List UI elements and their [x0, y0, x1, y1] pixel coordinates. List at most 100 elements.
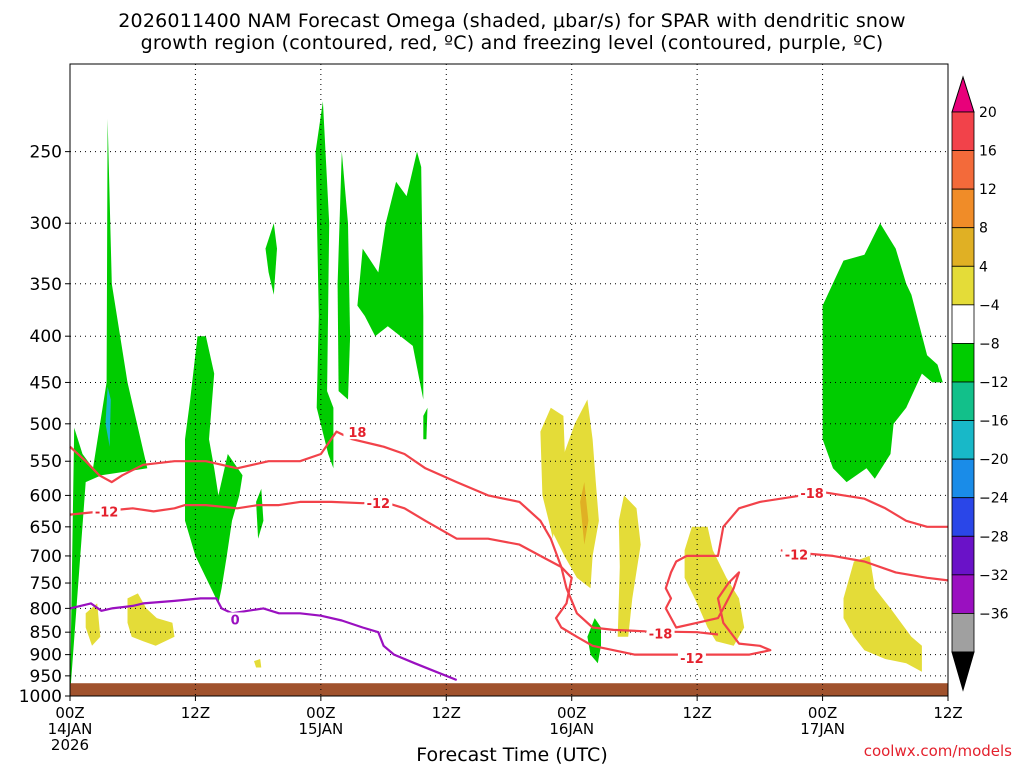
omega-region-4 — [254, 659, 262, 668]
colorbar-box-13 — [951, 613, 975, 653]
contour-label-bg — [646, 626, 675, 641]
contour-label-0: 18 — [348, 426, 366, 441]
contour-labels: 18 -12 -12 -18 -12 -18 -12 0 — [92, 425, 827, 667]
y-tick-label-750: 750 — [30, 574, 62, 594]
omega-region-4 — [127, 593, 175, 646]
omega-region--4 — [822, 223, 943, 483]
x-tick-label-48-0: 00Z — [557, 704, 586, 722]
colorbar-box-11 — [951, 535, 975, 576]
colorbar-box-0 — [951, 111, 975, 151]
x-tick-label-36-0: 12Z — [432, 704, 461, 722]
omega-region-4 — [843, 555, 922, 672]
plot-frame — [69, 63, 949, 697]
colorbar-label-3: 8 — [979, 221, 988, 237]
x-tick-label-48-1: 16JAN — [549, 720, 594, 738]
colorbar-box-4 — [951, 265, 975, 306]
omega-region-8 — [580, 482, 589, 545]
x-tick-label-0-1: 14JAN — [48, 720, 93, 738]
credit-text: coolwx.com/models — [863, 742, 1012, 760]
colorbar-box-12 — [951, 574, 975, 614]
contour-label-7: 0 — [231, 613, 240, 628]
contour-label-3: -18 — [800, 487, 824, 502]
colorbar-label-7: −12 — [979, 375, 1009, 391]
colorbar-box-1 — [951, 150, 975, 190]
contour-label-bg — [798, 486, 827, 501]
x-tick-label-12-0: 12Z — [181, 704, 210, 722]
x-tick-label-72-1: 17JAN — [800, 720, 845, 738]
y-tick-label-950: 950 — [30, 667, 62, 687]
colorbar-label-13: −36 — [979, 606, 1009, 622]
colorbar-label-0: 20 — [979, 105, 997, 121]
y-tick-label-650: 650 — [30, 518, 62, 538]
contour-label-bg — [221, 612, 250, 627]
contour-label-2: -12 — [95, 506, 119, 521]
y-tick-label-400: 400 — [30, 327, 62, 347]
contour-label-bg — [364, 495, 393, 510]
x-tick-label-0-2: 2026 — [51, 736, 89, 754]
contour-label-5: -18 — [649, 627, 673, 642]
contour-label-bg — [782, 547, 811, 562]
omega-region--4 — [587, 618, 601, 664]
contour-label-4: -12 — [785, 548, 809, 563]
contour-label-6: -12 — [680, 652, 704, 667]
x-tick-label-0-0: 00Z — [55, 704, 84, 722]
dgz-contour--12-1 — [69, 491, 948, 656]
y-tick-label-450: 450 — [30, 373, 62, 393]
omega-shading-layer — [70, 101, 943, 696]
omega-region-4 — [85, 603, 101, 646]
contour-label-bg — [343, 425, 372, 440]
omega-region--4 — [256, 488, 264, 539]
colorbar-box-3 — [951, 227, 975, 267]
x-tick-label-72-0: 00Z — [808, 704, 837, 722]
y-tick-label-300: 300 — [30, 214, 62, 234]
colorbar-top-triangle — [951, 75, 975, 113]
colorbar-bottom-triangle — [951, 651, 975, 692]
colorbar-label-10: −24 — [979, 491, 1009, 507]
colorbar-box-8 — [951, 420, 975, 460]
omega-region--12 — [105, 386, 111, 447]
chart-title-line-2: growth region (contoured, red, ºC) and f… — [140, 32, 884, 54]
y-tick-label-600: 600 — [30, 486, 62, 506]
omega-region--4 — [357, 151, 424, 400]
colorbar-label-8: −16 — [979, 414, 1009, 430]
y-tick-label-550: 550 — [30, 452, 62, 472]
y-tick-label-500: 500 — [30, 415, 62, 435]
contour-label-bg — [677, 650, 706, 665]
omega-region--4 — [185, 336, 243, 604]
chart-title-line-1: 2026011400 NAM Forecast Omega (shaded, μ… — [118, 10, 906, 32]
colorbar-label-1: 16 — [979, 144, 997, 160]
colorbar-label-2: 12 — [979, 182, 997, 198]
y-tick-label-900: 900 — [30, 646, 62, 666]
colorbar-box-2 — [951, 188, 975, 229]
colorbar-box-7 — [951, 381, 975, 421]
x-tick-label-24-1: 15JAN — [298, 720, 343, 738]
colorbar-box-9 — [951, 458, 975, 499]
ground-surface — [70, 683, 948, 696]
y-tick-label-1000: 1000 — [19, 687, 62, 707]
x-axis-label: Forecast Time (UTC) — [416, 744, 608, 766]
y-tick-label-800: 800 — [30, 599, 62, 619]
colorbar-box-5 — [951, 304, 975, 344]
omega-region--4 — [265, 223, 277, 295]
colorbar-label-11: −28 — [979, 529, 1009, 545]
contour-label-1: -12 — [367, 497, 391, 512]
x-tick-label-24-0: 00Z — [306, 704, 335, 722]
freezing-level-contour — [69, 597, 458, 682]
x-tick-label-84-0: 12Z — [933, 704, 962, 722]
omega-region-4 — [617, 495, 641, 637]
dgz-contour--18-0 — [69, 430, 719, 636]
colorbar-box-10 — [951, 497, 975, 537]
y-tick-label-350: 350 — [30, 275, 62, 295]
colorbar-label-9: −20 — [979, 452, 1009, 468]
y-tick-label-850: 850 — [30, 623, 62, 643]
colorbar-label-5: −4 — [979, 298, 1000, 314]
colorbar-box-6 — [951, 343, 975, 383]
x-tick-label-60-0: 12Z — [682, 704, 711, 722]
omega-region--4 — [337, 151, 351, 400]
omega-region-4 — [550, 399, 599, 589]
colorbar-label-12: −32 — [979, 568, 1009, 584]
omega-region--4 — [315, 101, 334, 469]
y-tick-label-250: 250 — [30, 143, 62, 163]
